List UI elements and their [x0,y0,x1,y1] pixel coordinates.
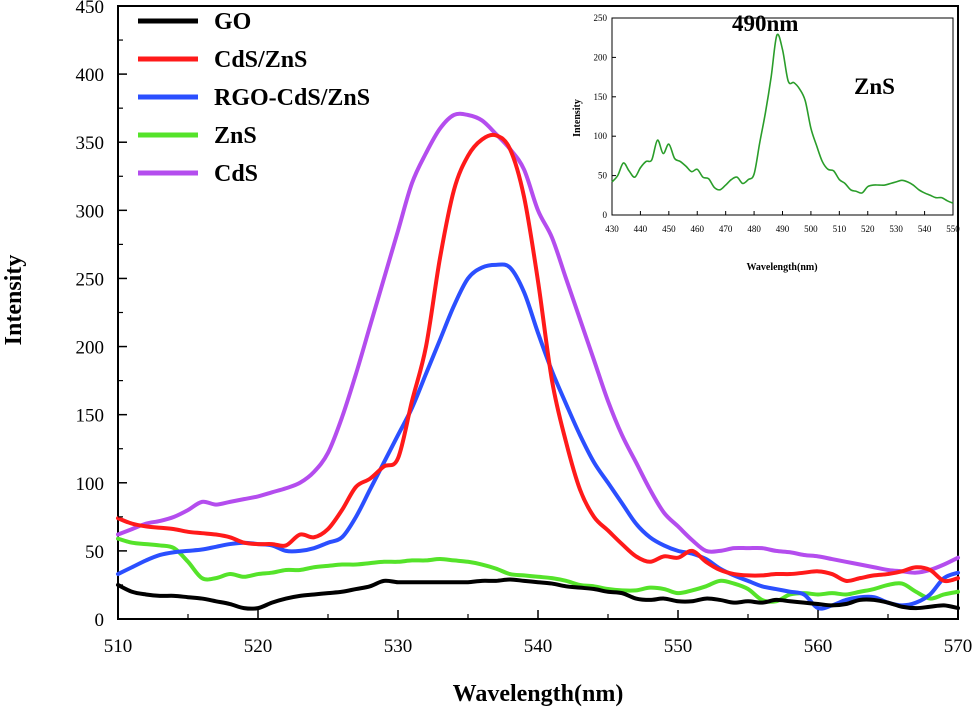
inset-x-tick-label: 520 [861,224,875,234]
inset-x-tick-label: 540 [918,224,932,234]
inset-series-group [611,33,954,204]
inset-y-tick-label: 50 [598,171,608,181]
series-line-go [116,577,960,611]
inset-series-line-zns [611,33,954,204]
y-tick-label: 450 [76,0,105,18]
inset-x-axis-title: Wavelength(nm) [746,262,817,273]
x-tick-label: 560 [804,636,833,657]
main-axes-group: 510 520 530 540 550 560 570 0 50 100 150 200 250 300 3… [76,0,973,657]
series-line-cds [116,111,960,575]
inset-x-tick-label: 460 [691,224,705,234]
series-line-cds-zns [116,132,960,584]
legend-label-zns: ZnS [214,123,257,149]
inset-x-tick-label: 440 [634,224,648,234]
x-tick-label: 520 [244,636,273,657]
inset-x-tick-label: 550 [946,224,960,234]
inset-y-tick-label: 250 [594,13,608,23]
inset-y-tick-label: 200 [594,52,608,62]
inset-sample-label: ZnS [854,74,895,99]
x-tick-label: 530 [384,636,413,657]
inset-x-tick-label: 500 [804,224,818,234]
x-axis-title: Wavelength(nm) [453,681,624,707]
series-line-zns [116,536,960,604]
y-axis-title: Intensity [1,255,27,346]
x-tick-label: 570 [944,636,973,657]
inset-x-tick-label: 510 [833,224,847,234]
inset-x-tick-label: 490 [776,224,790,234]
inset-peak-label: 490nm [732,11,798,36]
inset-x-tick-label: 470 [719,224,733,234]
y-tick-label: 300 [76,201,105,222]
legend-label-cds-zns: CdS/ZnS [214,47,307,73]
inset-x-tick-label: 450 [662,224,676,234]
inset-axes-group: 430 440 450 460 470 480 490 500 510 520 530 540 550 0… [594,13,961,234]
inset-background [612,7,954,257]
legend-label-rgo-cds-zns: RGO-CdS/ZnS [214,85,370,111]
x-tick-label: 550 [664,636,693,657]
series-line-rgo-cds-zns [116,262,960,611]
legend: GO CdS/ZnS RGO-CdS/ZnS ZnS CdS [138,9,370,187]
legend-label-cds: CdS [214,161,258,187]
inset-y-tick-label: 150 [594,92,608,102]
x-tick-label: 510 [104,636,133,657]
y-tick-label: 350 [76,133,105,154]
y-tick-label: 400 [76,65,105,86]
legend-label-go: GO [214,9,251,35]
inset-x-tick-label: 480 [747,224,761,234]
y-tick-label: 200 [76,338,105,359]
y-tick-label: 50 [85,542,104,563]
x-tick-label: 540 [524,636,553,657]
inset-y-tick-label: 100 [594,131,608,141]
main-series-group [116,111,960,611]
inset-x-tick-label: 430 [605,224,619,234]
inset-y-axis-title: Intensity [572,99,583,137]
y-tick-label: 0 [95,610,105,631]
y-tick-label: 150 [76,406,105,427]
inset-x-tick-label: 530 [889,224,903,234]
y-tick-label: 100 [76,474,105,495]
y-tick-label: 250 [76,269,105,290]
inset-y-tick-label: 0 [603,210,608,220]
